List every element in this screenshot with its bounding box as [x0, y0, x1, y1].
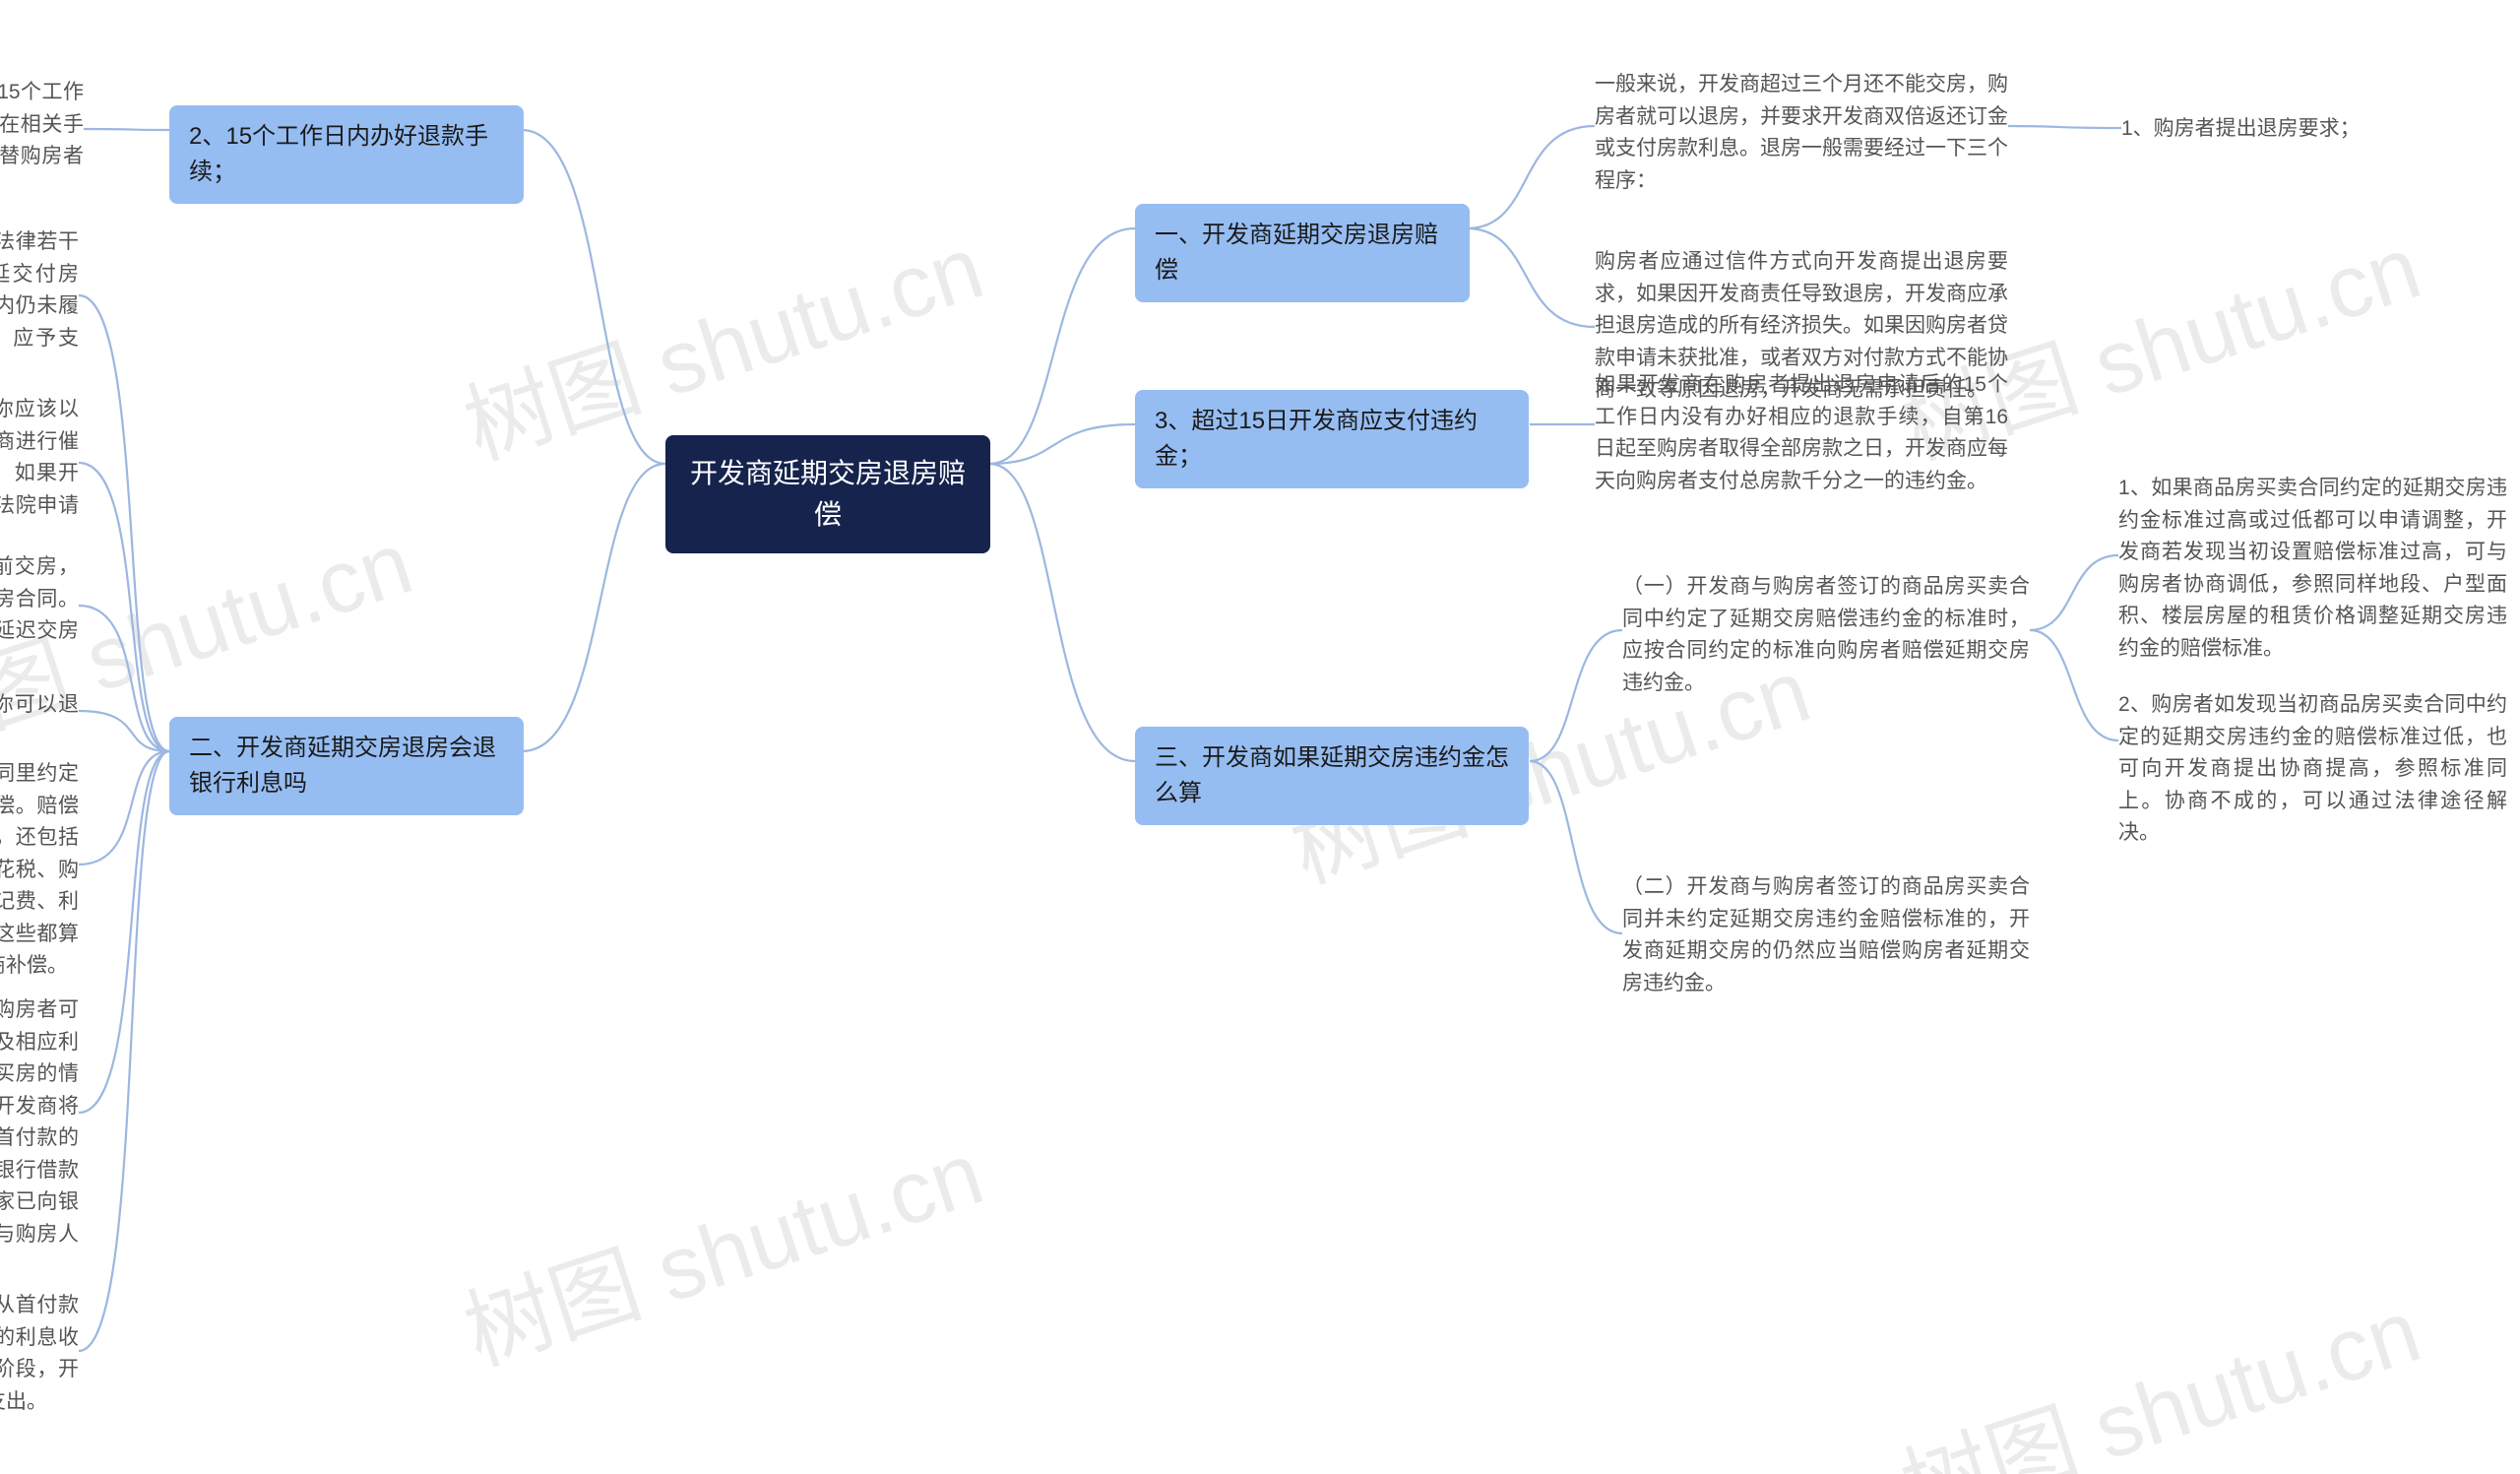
leaf-r1a: 一般来说，开发商超过三个月还不能交房，购房者就可以退房，并要求开发商双倍返还订金… — [1595, 69, 2008, 197]
leaf-r3a: （一）开发商与购房者签订的商品房买卖合同中约定了延期交房赔偿违约金的标准时，应按… — [1622, 571, 2030, 699]
branch-l2: 二、开发商延期交房退房会退银行利息吗 — [169, 717, 524, 815]
branch-r1: 一、开发商延期交房退房赔偿 — [1135, 204, 1470, 302]
leaf-l2b: 所以，开发商在5月底没有交房，你应该以书面形式或者是登报的形式对开发商进行催告。… — [0, 394, 79, 554]
leaf-r3b: （二）开发商与购房者签订的商品房买卖合同并未约定延期交房违约金赔偿标准的，开发商… — [1622, 871, 2030, 999]
leaf-l1a: 购房者提出退房后，开发商应该在15个工作日内退还全部房款，并终止合同。在相关手续… — [0, 77, 84, 205]
leaf-r3a2: 2、购房者如发现当初商品房买卖合同中约定的延期交房违约金的赔偿标准过低，也可向开… — [2118, 689, 2507, 850]
leaf-l2f: 在退房款方面，采用一次性付款的购房者可直接要求开发商退还自己所付款项及相应利息。… — [0, 994, 79, 1283]
leaf-r1a1: 1、购房者提出退房要求； — [2121, 113, 2397, 146]
leaf-l2d: 如果开发商没有在8月底前交房，你可以退房并赔偿损失。 — [0, 689, 79, 753]
branch-l1: 2、15个工作日内办好退款手续； — [169, 105, 524, 204]
leaf-l2g: 开发商支付购房人首付款利息，即从首付款交付日到开发商归还日该笔首付款的利息收入。… — [0, 1290, 79, 1418]
watermark: 树图 shutu.cn — [446, 1102, 996, 1389]
leaf-l2e: 开发商违约导致退房，双方也在合同里约定了违约金，那么开发商须按约定赔偿。赔偿金除… — [0, 758, 79, 983]
leaf-l2c: 如果经过你催告，开发商在8月底前交房，你就不能以延迟交房为理由解除购房合同。只能… — [0, 551, 79, 679]
root-node: 开发商延期交房退房赔偿 — [665, 435, 990, 553]
leaf-r3a1: 1、如果商品房买卖合同约定的延期交房违约金标准过高或过低都可以申请调整，开发商若… — [2118, 473, 2507, 665]
leaf-l2a: 根据商品房买卖合同纠纷案件适用法律若干问题的解释>第15条，出卖人迟延交付房屋，… — [0, 226, 79, 387]
leaf-r2a: 如果开发商在购房者提出退房申请后的15个工作日内没有办好相应的退款手续，自第16… — [1595, 369, 2008, 497]
branch-r3: 三、开发商如果延期交房违约金怎么算 — [1135, 727, 1529, 825]
branch-r2: 3、超过15日开发商应支付违约金； — [1135, 390, 1529, 488]
watermark: 树图 shutu.cn — [1883, 1259, 2433, 1474]
